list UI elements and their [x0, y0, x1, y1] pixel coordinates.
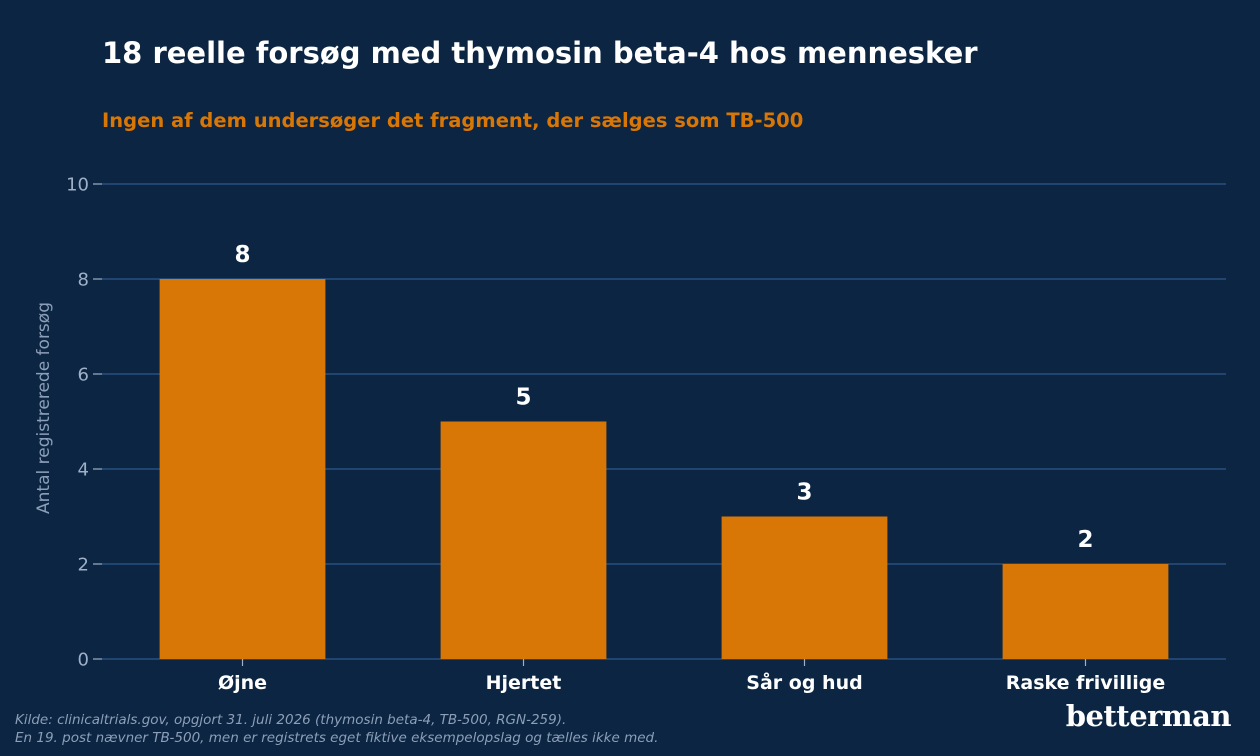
data-label: 2 — [1077, 527, 1093, 553]
exclusion-note: En 19. post nævner TB-500, men er regist… — [15, 730, 659, 746]
x-axis-ticks: Øjne Hjertet Sår og hud Raske frivillige — [218, 659, 1165, 694]
x-tick-label: Raske frivillige — [1006, 672, 1165, 694]
x-tick-label: Hjertet — [486, 672, 562, 694]
x-tick-label: Sår og hud — [746, 670, 862, 694]
y-tick-label: 2 — [78, 555, 89, 576]
chart-subtitle: Ingen af dem undersøger det fragment, de… — [102, 109, 804, 132]
y-tick-label: 10 — [66, 175, 89, 196]
footer-notes: Kilde: clinicaltrials.gov, opgjort 31. j… — [15, 711, 658, 747]
y-axis-label: Antal registrerede forsøg — [34, 302, 54, 514]
source-note: Kilde: clinicaltrials.gov, opgjort 31. j… — [15, 712, 567, 728]
bars — [159, 279, 1169, 659]
bar — [721, 516, 888, 659]
bar — [159, 279, 326, 659]
chart-title: 18 reelle forsøg med thymosin beta-4 hos… — [102, 36, 978, 70]
bar — [1002, 564, 1169, 659]
brand-logo: betterman — [1065, 699, 1232, 733]
y-tick-label: 0 — [78, 650, 89, 671]
data-label: 3 — [796, 480, 812, 506]
y-tick-label: 6 — [78, 365, 89, 386]
data-label: 8 — [234, 242, 250, 268]
y-axis-ticks: 0 2 4 6 8 10 — [66, 175, 102, 671]
bar — [440, 421, 607, 659]
y-tick-label: 4 — [78, 460, 89, 481]
x-tick-label: Øjne — [218, 672, 267, 694]
data-labels: 8 5 3 2 — [234, 242, 1093, 553]
data-label: 5 — [515, 385, 531, 411]
y-tick-label: 8 — [78, 270, 89, 291]
